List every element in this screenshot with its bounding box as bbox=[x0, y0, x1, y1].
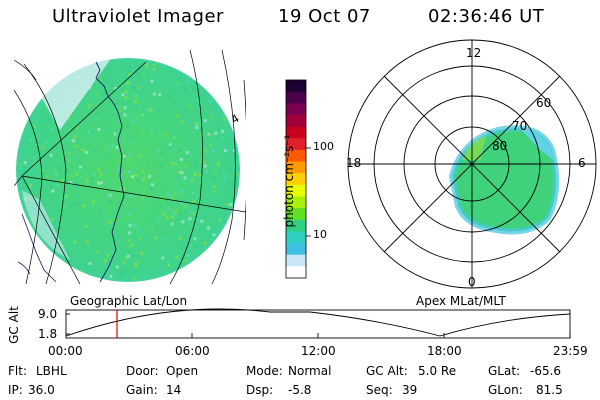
colorbar-cell bbox=[286, 196, 306, 209]
status-seq-key: Seq: bbox=[366, 383, 393, 397]
geographic-panel: 4 bbox=[14, 50, 246, 284]
svg-text:4: 4 bbox=[229, 112, 242, 127]
colorbar-cell bbox=[286, 173, 306, 186]
colorbar-label: photon cm⁻²s⁻¹ bbox=[282, 134, 296, 228]
polar-panel bbox=[347, 39, 597, 289]
status-mode-value: Normal bbox=[288, 364, 332, 378]
alt-xtick-0000: 00:00 bbox=[48, 344, 83, 358]
status-glon-value: 81.5 bbox=[536, 383, 563, 397]
altitude-curve bbox=[65, 308, 571, 337]
status-mode-key: Mode: bbox=[246, 364, 283, 378]
altitude-plot bbox=[65, 308, 571, 339]
status-door-value: Open bbox=[166, 364, 199, 378]
status-gain-key: Gain: bbox=[126, 383, 158, 397]
status-door-key: Door: bbox=[126, 364, 159, 378]
time-label: 02:36:46 UT bbox=[428, 6, 545, 27]
status-ip-key: IP: bbox=[8, 383, 23, 397]
mlat-label-60: 60 bbox=[536, 96, 552, 110]
status-flt-value: LBHL bbox=[36, 364, 67, 378]
status-gain-value: 14 bbox=[166, 383, 182, 397]
colorbar-cell bbox=[286, 138, 306, 151]
geo-auroral-image bbox=[16, 58, 240, 282]
colorbar-cell bbox=[286, 219, 306, 232]
mlat-label-80: 80 bbox=[492, 139, 508, 153]
colorbar-cell bbox=[286, 184, 306, 197]
colorbar-cell bbox=[286, 103, 306, 116]
colorbar-cell bbox=[286, 243, 306, 256]
status-seq-value: 39 bbox=[402, 383, 418, 397]
colorbar-cell bbox=[286, 254, 306, 267]
alt-xtick-1200: 12:00 bbox=[301, 344, 336, 358]
instrument-title: Ultraviolet Imager bbox=[52, 6, 224, 27]
alt-xtick-2359: 23:59 bbox=[553, 344, 588, 358]
mlt-label-0: 0 bbox=[468, 275, 476, 289]
mlt-label-6: 6 bbox=[578, 156, 586, 170]
colorbar-cell bbox=[286, 126, 306, 139]
status-gcalt-key: GC Alt: bbox=[366, 364, 408, 378]
status-dsp-value: -5.8 bbox=[288, 383, 312, 397]
colorbar-cell bbox=[286, 114, 306, 128]
status-ip-value: 36.0 bbox=[28, 383, 55, 397]
colorbar-tick-100: 100 bbox=[313, 140, 334, 153]
status-glat-key: GLat: bbox=[488, 364, 521, 378]
colorbar-tick-10: 10 bbox=[313, 228, 327, 241]
colorbar-cell bbox=[286, 266, 306, 279]
colorbar-cell bbox=[286, 149, 306, 163]
mlt-label-18: 18 bbox=[346, 156, 362, 170]
colorbar bbox=[285, 79, 311, 279]
date-label: 19 Oct 07 bbox=[278, 6, 371, 27]
polar-panel-label: Apex MLat/MLT bbox=[416, 294, 506, 308]
coastline bbox=[95, 61, 125, 283]
status-gcalt-value: 5.0 Re bbox=[418, 364, 457, 378]
alt-ytick-9: 9.0 bbox=[38, 307, 58, 321]
geo-panel-label: Geographic Lat/Lon bbox=[70, 294, 188, 308]
colorbar-cell bbox=[286, 208, 306, 221]
alt-xtick-1800: 18:00 bbox=[427, 344, 462, 358]
colorbar-cell bbox=[286, 231, 306, 244]
alt-xtick-0600: 06:00 bbox=[175, 344, 210, 358]
status-glon-key: GLon: bbox=[488, 383, 523, 397]
mlt-label-12: 12 bbox=[466, 46, 482, 60]
status-glat-value: -65.6 bbox=[530, 364, 562, 378]
colorbar-cell bbox=[286, 80, 306, 93]
mlat-label-70: 70 bbox=[512, 119, 528, 133]
colorbar-cell bbox=[286, 91, 306, 104]
alt-ytick-1-8: 1.8 bbox=[38, 327, 58, 341]
status-dsp-key: Dsp: bbox=[246, 383, 274, 397]
alt-ylabel: GC Alt bbox=[7, 306, 21, 344]
status-flt-key: Flt: bbox=[8, 364, 27, 378]
colorbar-cell bbox=[286, 161, 306, 174]
